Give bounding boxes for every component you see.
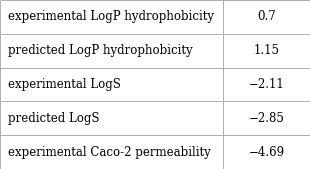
Text: experimental Caco-2 permeability: experimental Caco-2 permeability bbox=[8, 146, 210, 159]
Text: experimental LogS: experimental LogS bbox=[8, 78, 121, 91]
Text: −2.11: −2.11 bbox=[249, 78, 285, 91]
Text: 1.15: 1.15 bbox=[254, 44, 280, 57]
Text: predicted LogS: predicted LogS bbox=[8, 112, 99, 125]
Text: −2.85: −2.85 bbox=[249, 112, 285, 125]
Text: 0.7: 0.7 bbox=[257, 10, 276, 23]
Text: experimental LogP hydrophobicity: experimental LogP hydrophobicity bbox=[8, 10, 214, 23]
Text: predicted LogP hydrophobicity: predicted LogP hydrophobicity bbox=[8, 44, 193, 57]
Text: −4.69: −4.69 bbox=[249, 146, 285, 159]
